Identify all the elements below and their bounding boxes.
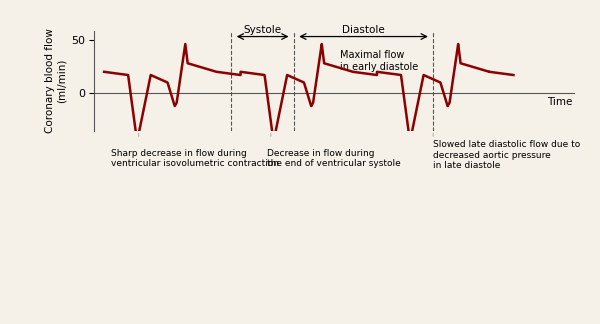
Text: Slowed late diastolic flow due to
decreased aortic pressure
in late diastole: Slowed late diastolic flow due to decrea… (433, 140, 580, 170)
Text: Maximal flow
in early diastole: Maximal flow in early diastole (340, 50, 418, 72)
Text: Decrease in flow during
the end of ventricular systole: Decrease in flow during the end of ventr… (268, 149, 401, 168)
Text: Time: Time (547, 98, 572, 108)
Text: Diastole: Diastole (342, 26, 385, 35)
Text: Systole: Systole (244, 26, 282, 35)
Text: Sharp decrease in flow during
ventricular isovolumetric contraction: Sharp decrease in flow during ventricula… (112, 149, 280, 168)
Y-axis label: Coronary blood flow
(ml/min): Coronary blood flow (ml/min) (45, 29, 67, 133)
